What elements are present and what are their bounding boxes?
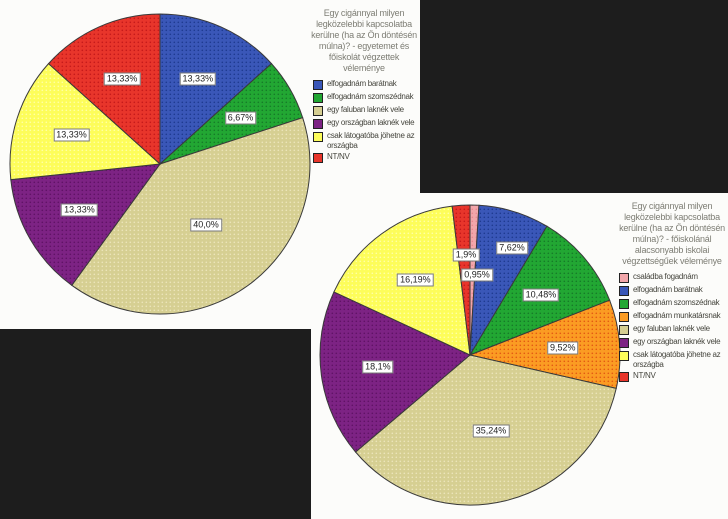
legend-swatch [313,132,323,142]
pie-slice-7 [451,204,471,356]
pie-slice-5 [319,291,471,453]
legend-item: elfogadnám barátnak [617,285,727,296]
legend-item: NT/NV [617,371,727,382]
legend-swatch [313,93,323,103]
legend-item: családba fogadnám [617,272,727,283]
pie-svg [9,13,311,315]
slice-value-label: 1,9% [452,248,480,262]
legend-swatch [313,119,323,129]
legend-swatch [619,372,629,382]
legend-items-lower-ed: családba fogadnám elfogadnám barátnak elfo… [617,272,727,382]
legend-label: elfogadnám barátnak [327,79,397,88]
slice-value-label: 10,48% [522,288,560,302]
legend-label: NT/NV [327,152,350,161]
legend-item: elfogadnám barátnak [311,79,417,90]
legend-label: elfogadnám munkatársnak [633,311,721,320]
chart-title-higher-ed: Egy cigánnyal milyen legközelebbi kapcso… [311,8,417,73]
legend-swatch [313,80,323,90]
legend-label: családba fogadnám [633,272,698,281]
legend-label: NT/NV [633,371,656,380]
screenshot-panel-higher-ed: 13,33% 6,67% 40,0% 13,33% 13,33% 13,33% Egy c… [0,0,420,329]
legend-label: egy faluban laknék vele [633,324,710,333]
pie-chart-lower-ed: 0,95% 7,62% 10,48% 9,52% 35,24% 18,1% 16,19% 1,… [315,200,625,510]
legend-label: egy faluban laknék vele [327,105,404,114]
legend-swatch [313,153,323,163]
legend-label: csak látogatóba jöhetne az országba [327,131,415,150]
legend-swatch [619,273,629,283]
pie-slice-0 [159,13,273,166]
legend-item: elfogadnám szomszédnak [311,92,417,103]
slice-value-label: 18,1% [362,360,394,374]
legend-swatch [619,312,629,322]
legend-swatch [619,299,629,309]
pie-slice-4 [9,62,162,181]
slice-value-label: 13,33% [179,72,217,86]
legend-label: egy országban laknék vele [633,337,721,346]
legend-item: elfogadnám munkatársnak [617,311,727,322]
slice-value-label: 7,62% [496,241,528,255]
legend-item: egy országban laknék vele [311,118,417,129]
legend-item: csak látogatóba jöhetne az országba [311,131,417,150]
pie-slice-5 [47,13,161,166]
pie-chart-higher-ed: 13,33% 6,67% 40,0% 13,33% 13,33% 13,33% [5,9,315,319]
legend-swatch [619,325,629,335]
slice-value-label: 40,0% [190,218,222,232]
legend-higher-ed: Egy cigánnyal milyen legközelebbi kapcso… [311,8,417,165]
legend-item: egy faluban laknék vele [311,105,417,116]
legend-label: elfogadnám barátnak [633,285,703,294]
slice-value-label: 13,33% [103,72,141,86]
legend-item: egy országban laknék vele [617,337,727,348]
slice-value-label: 9,52% [546,341,579,355]
legend-item: egy faluban laknék vele [617,324,727,335]
legend-item: elfogadnám szomszédnak [617,298,727,309]
slice-value-label: 13,33% [61,203,98,217]
legend-label: egy országban laknék vele [327,118,415,127]
pie-svg [319,204,621,506]
legend-item: NT/NV [311,152,417,163]
legend-swatch [619,351,629,361]
legend-items-higher-ed: elfogadnám barátnak elfogadnám szomszédna… [311,79,417,163]
legend-label: elfogadnám szomszédnak [327,92,414,101]
pie-slice-2 [71,117,311,315]
legend-swatch [313,106,323,116]
slice-value-label: 16,19% [397,273,434,287]
slice-value-label: 6,67% [224,111,257,124]
legend-item: csak látogatóba jöhetne az országba [617,350,727,369]
slice-value-label: 0,95% [461,268,493,282]
slice-value-label: 35,24% [472,424,510,438]
chart-title-lower-ed: Egy cigánnyal milyen legközelebbi kapcso… [619,201,725,266]
legend-lower-ed: Egy cigánnyal milyen legközelebbi kapcso… [617,201,727,384]
legend-swatch [619,338,629,348]
legend-label: elfogadnám szomszédnak [633,298,720,307]
legend-label: csak látogatóba jöhetne az országba [633,350,721,369]
legend-swatch [619,286,629,296]
pie-slice-3 [10,163,162,287]
screenshot-panel-lower-ed: 0,95% 7,62% 10,48% 9,52% 35,24% 18,1% 16,19% 1,… [311,193,728,519]
slice-value-label: 13,33% [53,128,90,142]
